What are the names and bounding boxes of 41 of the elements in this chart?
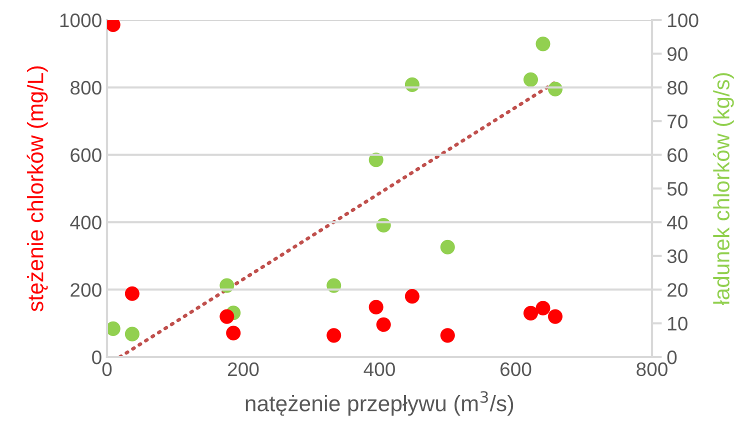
point — [376, 317, 391, 332]
y2-tick-label: 10 — [668, 316, 688, 331]
point — [523, 72, 538, 87]
y2-tick-label: 20 — [668, 283, 688, 297]
y2-tick-label: 40 — [667, 216, 688, 230]
x-tick-label: 200 — [228, 362, 259, 376]
point — [404, 289, 420, 304]
y2-tick-label: 0 — [667, 350, 677, 364]
point — [440, 328, 455, 343]
point — [440, 240, 455, 254]
point — [536, 36, 550, 52]
x-tick-label: 0 — [102, 362, 112, 376]
y2-tick-label: 30 — [667, 249, 688, 264]
point — [326, 328, 342, 343]
y2-tick-label: 90 — [667, 47, 688, 61]
y-tick-label: 400 — [70, 216, 102, 230]
y-axis-title: stężenie chlorków (mg/L) — [26, 66, 48, 312]
point — [523, 306, 538, 320]
y-tick-label: 1000 — [60, 13, 102, 28]
y2-tick-label: 50 — [667, 182, 688, 196]
point — [536, 300, 550, 316]
point — [124, 286, 140, 301]
y-tick-label: 0 — [92, 350, 102, 364]
y2-axis-title: ładunek chlorków (kg/s) — [712, 73, 734, 306]
point — [124, 326, 140, 342]
y2-tick-label: 60 — [668, 148, 688, 162]
y-tick-label: 200 — [70, 283, 102, 297]
x-axis-title: natężenie przepływu (m$^{3}$/s) — [246, 391, 514, 416]
point — [226, 326, 241, 340]
y2-tick-label: 100 — [668, 13, 698, 28]
point — [368, 300, 384, 314]
point — [107, 321, 120, 336]
x-tick-label: 600 — [500, 362, 532, 376]
point — [220, 309, 234, 324]
y2-tick-label: 80 — [667, 80, 688, 95]
y-tick-label: 800 — [70, 80, 102, 95]
y-tick-label: 600 — [70, 148, 102, 162]
y2-tick-label: 70 — [668, 114, 688, 128]
x-tick-label: 800 — [636, 362, 668, 376]
point — [548, 309, 563, 324]
x-tick-label: 400 — [364, 362, 395, 376]
